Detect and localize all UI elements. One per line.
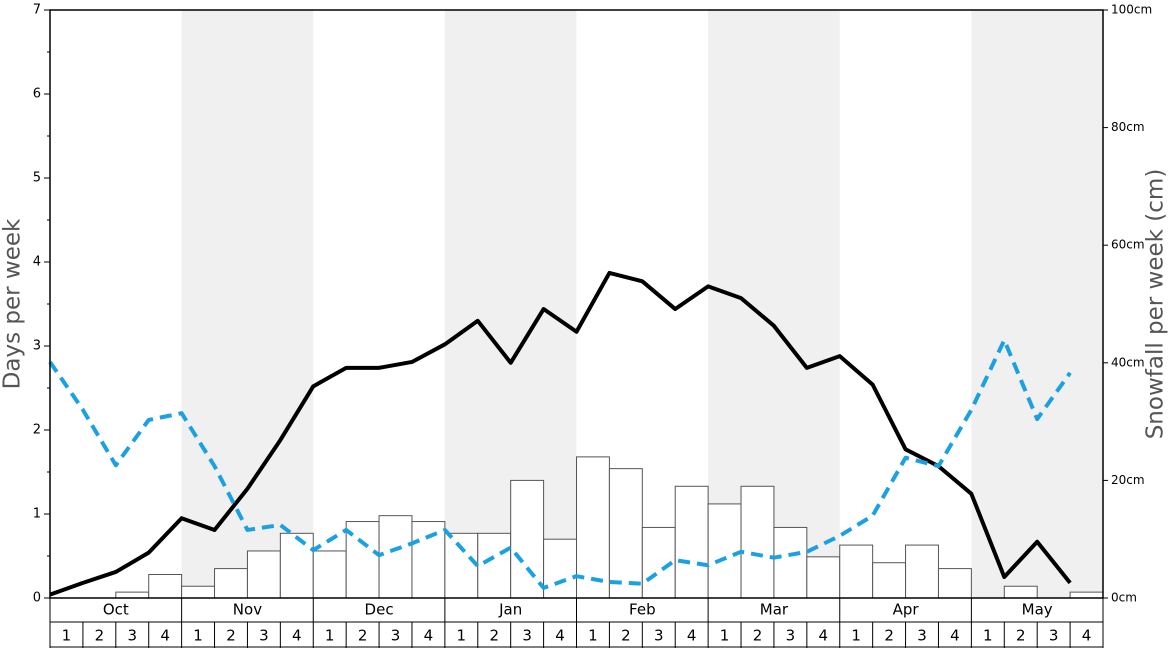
x-tick-label: 2 xyxy=(489,627,499,645)
bar xyxy=(411,521,446,599)
y-tick-label: 7 xyxy=(33,3,41,18)
bar xyxy=(246,550,281,599)
x-tick-label: 4 xyxy=(555,627,565,645)
bar xyxy=(872,562,907,599)
y-tick-label: 5 xyxy=(33,171,41,186)
x-tick-label: 4 xyxy=(424,627,434,645)
month-label: Apr xyxy=(893,601,920,619)
y2-tick-label: 40cm xyxy=(1111,355,1145,369)
month-label: May xyxy=(1022,601,1053,619)
bar xyxy=(839,544,874,599)
x-tick-label: 4 xyxy=(292,627,302,645)
x-tick-label: 3 xyxy=(654,627,664,645)
x-tick-label: 1 xyxy=(325,627,335,645)
line xyxy=(49,270,1072,597)
y2-tick-label: 80cm xyxy=(1111,120,1145,134)
bar xyxy=(905,544,939,599)
x-tick-label: 1 xyxy=(851,627,861,645)
month-label: Jan xyxy=(498,601,522,619)
x-tick-label: 3 xyxy=(259,627,269,645)
month-label: Feb xyxy=(629,601,656,619)
bar xyxy=(674,485,709,599)
x-tick-label: 4 xyxy=(160,627,170,645)
bar xyxy=(214,568,248,599)
x-tick-label: 1 xyxy=(983,627,993,645)
x-tick-label: 3 xyxy=(391,627,401,645)
bar xyxy=(937,568,972,599)
bar xyxy=(1003,585,1038,599)
bar xyxy=(115,591,150,599)
y2-tick-label: 100cm xyxy=(1111,3,1152,17)
month-label: Dec xyxy=(365,601,394,619)
y2-tick-label: 60cm xyxy=(1111,238,1145,252)
y-tick-label: 3 xyxy=(33,339,41,354)
x-tick-label: 1 xyxy=(720,627,730,645)
y-tick-label: 2 xyxy=(33,423,41,438)
bar xyxy=(444,532,479,599)
x-tick-label: 2 xyxy=(226,627,236,645)
y-tick-label: 6 xyxy=(33,87,41,102)
bar xyxy=(1069,591,1104,599)
x-tick-label: 1 xyxy=(62,627,72,645)
x-tick-label: 1 xyxy=(588,627,598,645)
x-tick-label: 2 xyxy=(621,627,631,645)
month-shade xyxy=(181,10,314,598)
bar xyxy=(740,485,775,599)
bar xyxy=(312,550,347,599)
bar xyxy=(806,556,841,599)
y2-axis-title: Snowfall per week (cm) xyxy=(1143,169,1168,440)
bar xyxy=(608,468,643,599)
x-tick-label: 3 xyxy=(786,627,796,645)
month-label: Nov xyxy=(233,601,262,619)
x-tick-label: 4 xyxy=(819,627,829,645)
bar xyxy=(707,503,742,599)
x-tick-label: 4 xyxy=(950,627,960,645)
y-tick-label: 4 xyxy=(33,255,41,270)
bar xyxy=(378,515,413,599)
y-axis-title: Days per week xyxy=(0,218,26,389)
month-label: Mar xyxy=(760,601,789,619)
month-label: Oct xyxy=(103,601,129,619)
bar xyxy=(181,585,216,599)
x-tick-label: 4 xyxy=(1082,627,1092,645)
x-tick-label: 2 xyxy=(358,627,368,645)
month-shade xyxy=(971,10,1103,598)
y2-tick-label: 20cm xyxy=(1111,473,1145,487)
bar xyxy=(543,538,577,599)
y-tick-label: 0 xyxy=(33,591,41,606)
bar xyxy=(510,479,545,599)
x-tick-label: 3 xyxy=(1049,627,1059,645)
x-tick-label: 1 xyxy=(193,627,203,645)
x-tick-label: 3 xyxy=(127,627,137,645)
bar xyxy=(148,573,183,599)
y-tick-label: 1 xyxy=(33,507,41,522)
x-tick-label: 2 xyxy=(753,627,763,645)
x-tick-label: 2 xyxy=(884,627,894,645)
bar xyxy=(773,526,808,599)
x-tick-label: 2 xyxy=(95,627,105,645)
x-tick-label: 4 xyxy=(687,627,697,645)
dashed-line xyxy=(48,338,1072,590)
x-tick-label: 3 xyxy=(522,627,532,645)
bar xyxy=(477,532,512,599)
x-tick-label: 3 xyxy=(917,627,927,645)
x-tick-label: 2 xyxy=(1016,627,1026,645)
y2-tick-label: 0cm xyxy=(1111,591,1137,605)
x-tick-label: 1 xyxy=(457,627,467,645)
bar xyxy=(279,532,314,599)
